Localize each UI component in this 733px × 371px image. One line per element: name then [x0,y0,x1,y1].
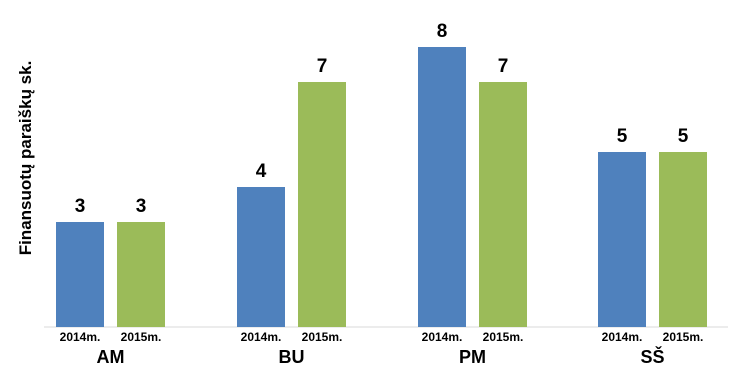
data-label: 3 [136,196,147,217]
bar-am-2015m [117,222,165,327]
bar-sš-2014m [598,152,646,327]
series-tick-label: 2014m. [241,330,282,344]
bar-sš-2015m [659,152,707,327]
data-label: 7 [317,56,328,77]
data-label: 5 [617,126,628,147]
series-tick-label: 2014m. [60,330,101,344]
category-label: PM [459,347,486,366]
category-label: BU [279,347,305,366]
data-label: 7 [498,56,509,77]
bar-pm-2015m [479,82,527,327]
series-tick-label: 2015m. [302,330,343,344]
data-label: 3 [75,196,86,217]
bar-bu-2015m [298,82,346,327]
series-tick-label: 2014m. [422,330,463,344]
data-label: 5 [678,126,689,147]
category-label: SŠ [640,346,664,366]
data-label: 4 [256,161,267,182]
y-axis-label: Finansuotų paraiškų sk. [16,61,35,256]
chart-marks: 3 2014m. 3 2015m. AM 4 2014m. 7 2015m. BU 8 2014m. 7… [56,21,707,367]
data-label: 8 [437,21,448,42]
bar-am-2014m [56,222,104,327]
bar-bu-2014m [237,187,285,327]
series-tick-label: 2015m. [121,330,162,344]
series-tick-label: 2015m. [483,330,524,344]
series-tick-label: 2015m. [663,330,704,344]
bar-pm-2014m [418,47,466,327]
category-label: AM [97,347,125,366]
series-tick-label: 2014m. [602,330,643,344]
